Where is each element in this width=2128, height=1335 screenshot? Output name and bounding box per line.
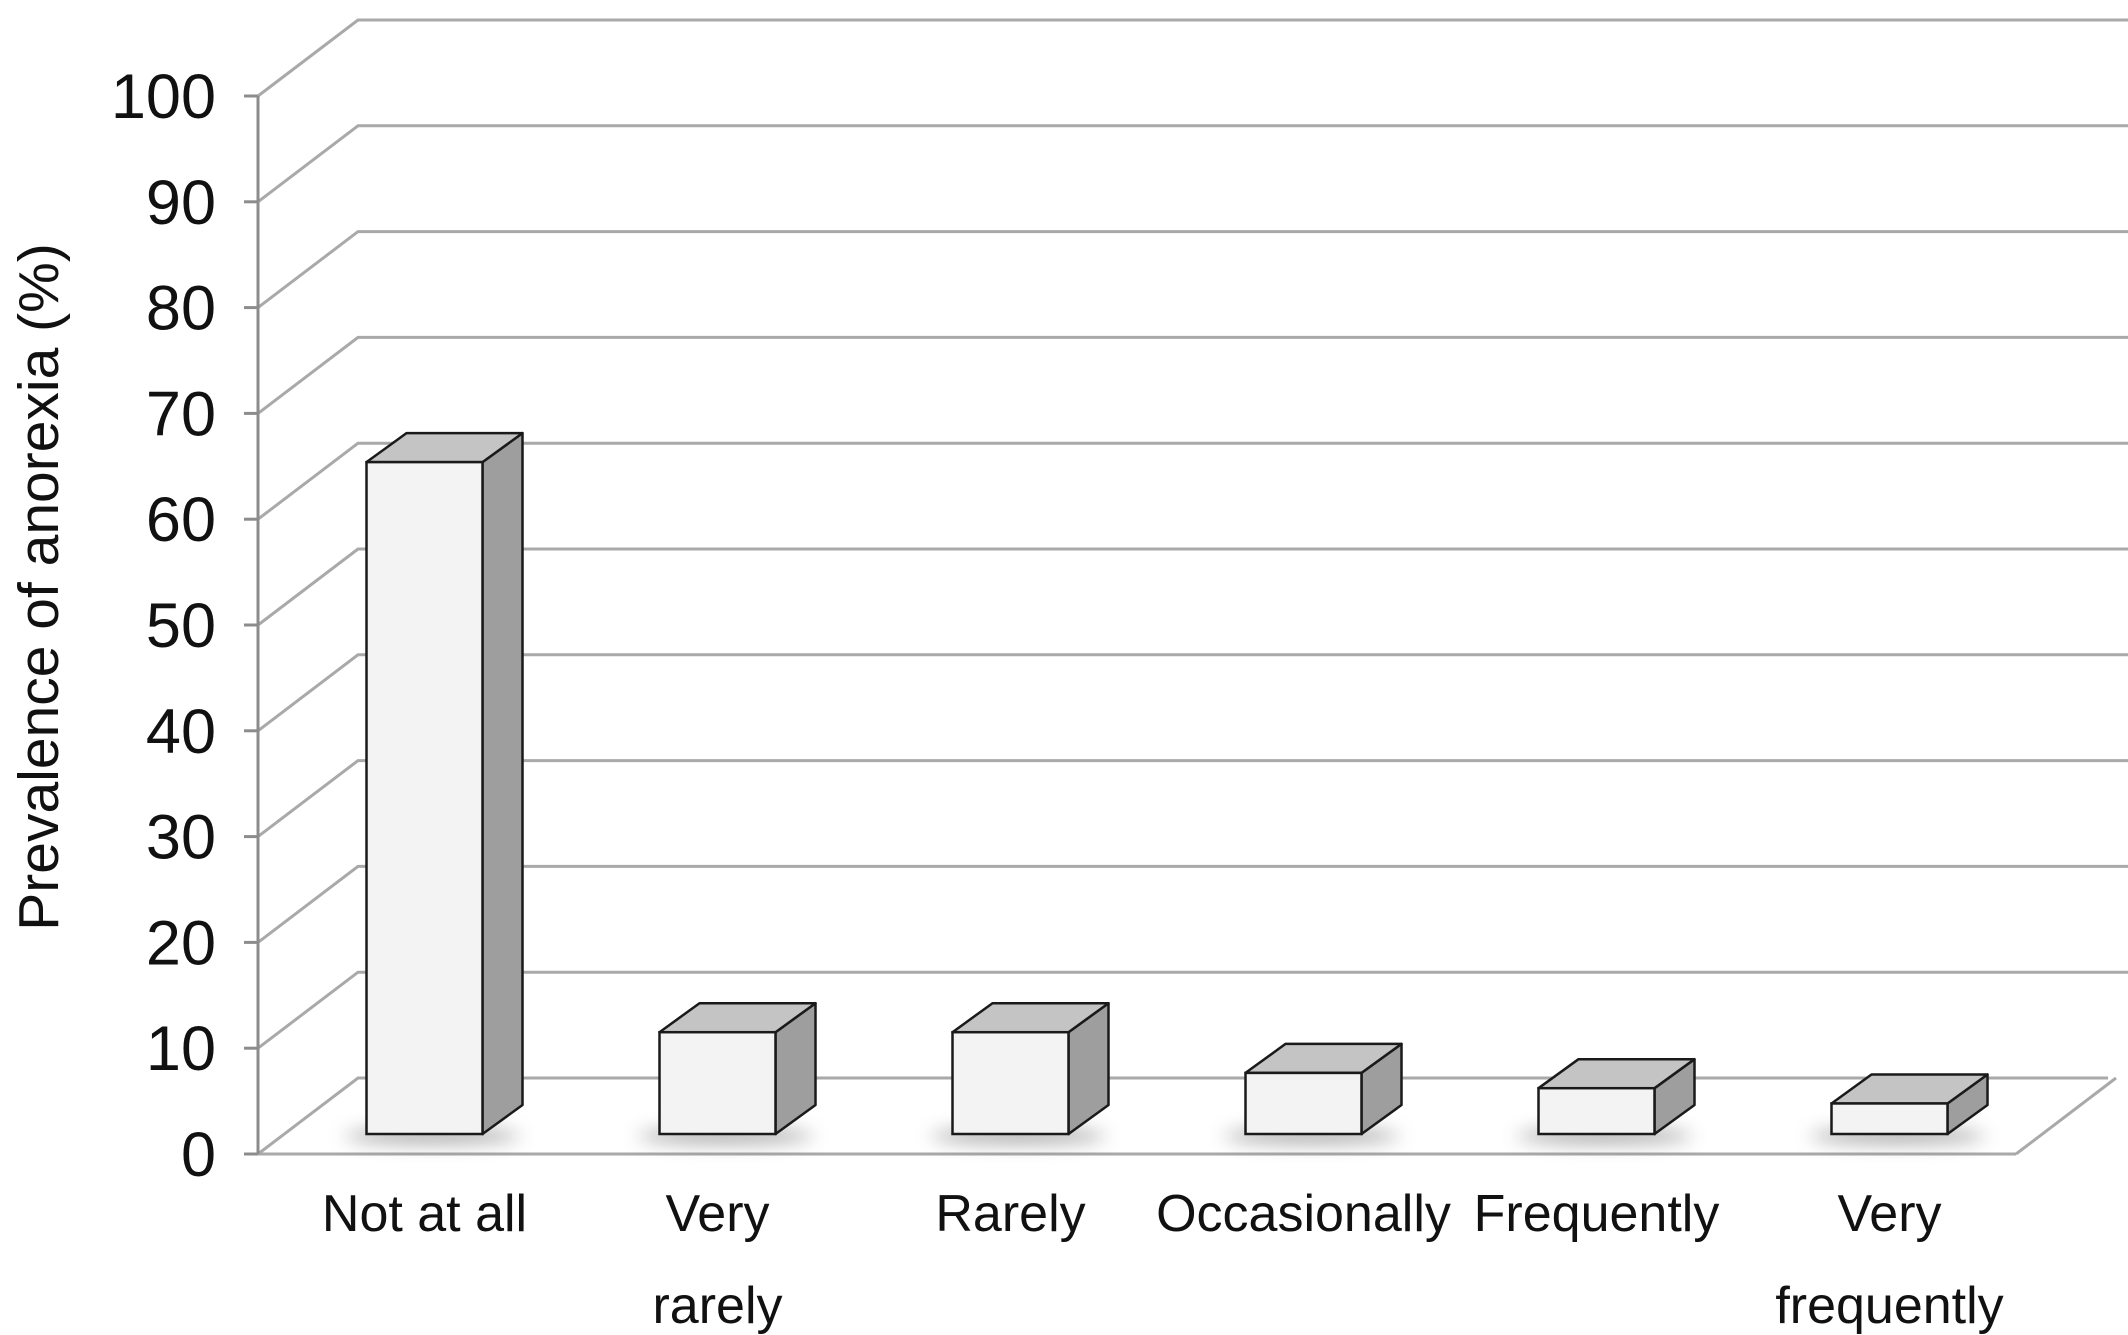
bar-front-face — [365, 460, 484, 1136]
y-tick-label: 0 — [181, 1120, 216, 1190]
x-category-label: Frequently — [1474, 1185, 1720, 1243]
x-category-label-line: Very — [665, 1185, 769, 1243]
x-category-label-line: Frequently — [1474, 1185, 1720, 1243]
y-axis — [244, 94, 260, 1156]
x-category-label-line: Occasionally — [1156, 1185, 1451, 1243]
y-tick-label: 70 — [146, 379, 216, 449]
x-category-label-line: Not at all — [322, 1185, 527, 1243]
x-category-label: Rarely — [935, 1185, 1085, 1243]
gridline-60 — [257, 441, 2128, 521]
floor-back-edge — [257, 1076, 2108, 1156]
bar-front-face — [658, 1030, 777, 1136]
gridline-10 — [257, 970, 2128, 1050]
x-category-label-line: Rarely — [935, 1185, 1085, 1243]
bar — [1830, 1073, 1989, 1136]
x-category-label: Very rarely — [652, 1185, 782, 1335]
bar-front-face — [1830, 1102, 1949, 1136]
bar-shadows — [344, 1129, 1986, 1143]
bar — [951, 1001, 1110, 1136]
y-tick-label: 90 — [146, 168, 216, 238]
x-category-label-line: rarely — [652, 1277, 782, 1335]
x-category-label-line: frequently — [1775, 1277, 2003, 1335]
x-category-label: Very frequently — [1775, 1185, 2003, 1335]
bar — [365, 431, 524, 1136]
y-tick-label: 50 — [146, 591, 216, 661]
y-tick-label: 30 — [146, 803, 216, 873]
bar — [658, 1001, 817, 1136]
y-tick-label: 10 — [146, 1014, 216, 1084]
gridline-50 — [257, 547, 2128, 627]
y-tick-labels: 0 10 20 30 40 50 60 70 80 90 100 — [111, 62, 216, 1190]
gridline-80 — [257, 230, 2128, 309]
x-category-label: Occasionally — [1156, 1185, 1451, 1243]
bars — [365, 431, 1989, 1136]
gridline-30 — [257, 759, 2128, 838]
bar-front-face — [1244, 1071, 1363, 1136]
bar — [1537, 1057, 1696, 1136]
y-axis-title: Prevalence of anorexia (%) — [7, 243, 71, 931]
x-category-label-line: Very — [1837, 1185, 1941, 1243]
y-tick-label: 60 — [146, 485, 216, 555]
gridline-70 — [257, 335, 2128, 415]
gridline-100 — [257, 18, 2128, 98]
gridlines — [257, 18, 2128, 1050]
chart-floor — [257, 1076, 2117, 1156]
y-tick-label: 40 — [146, 697, 216, 767]
y-tick-label: 80 — [146, 274, 216, 344]
gridline-40 — [257, 653, 2128, 732]
floor-right-edge — [2015, 1076, 2117, 1156]
x-category-labels: Not at all Very rarely Rarely Occasionally Fr… — [322, 1185, 2004, 1335]
bar — [1244, 1042, 1403, 1136]
gridline-90 — [257, 124, 2128, 203]
y-tick-label: 100 — [111, 62, 216, 132]
bar-front-face — [951, 1030, 1070, 1136]
bar-front-face — [1537, 1086, 1656, 1136]
gridline-20 — [257, 864, 2128, 944]
x-category-label: Not at all — [322, 1185, 527, 1243]
bar-side-face — [481, 431, 524, 1136]
y-tick-label: 20 — [146, 908, 216, 978]
